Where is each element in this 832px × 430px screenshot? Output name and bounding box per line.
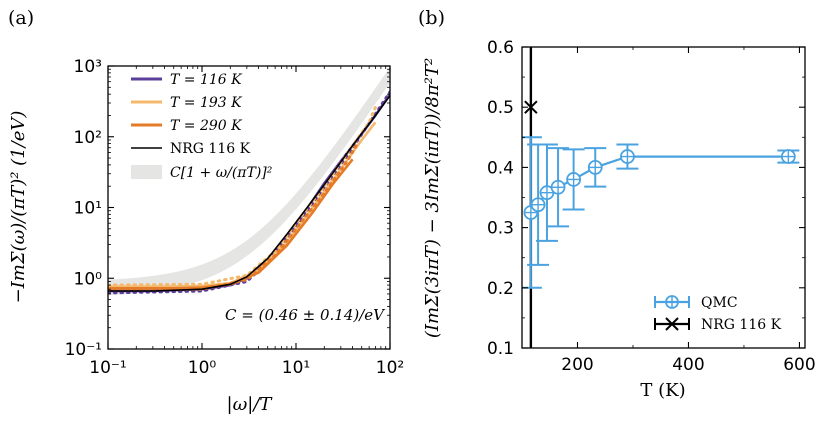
- panel-b-series-layer: [522, 47, 800, 348]
- legend-label-qmc: QMC: [701, 295, 738, 311]
- series-dotted-2: [108, 142, 359, 292]
- b-ytick-label: 0.6: [487, 38, 514, 58]
- b-ytick-label: 0.3: [487, 219, 514, 239]
- band-area: [108, 66, 390, 296]
- legend-label-nrg-b: NRG 116 K: [701, 317, 782, 333]
- a-ytick-label: 10³: [74, 57, 102, 77]
- panel-a-label: (a): [8, 7, 34, 29]
- legend-label-290k: T = 290 K: [170, 118, 243, 134]
- legend-swatch-nrg-b-cross2: [665, 317, 679, 331]
- b-xtick-label: 600: [783, 355, 815, 375]
- panel-a-annotation: C = (0.46 ± 0.14)/eV: [225, 306, 386, 324]
- panel-a-ticks: 10⁻¹ 10⁰ 10¹ 10² 10⁻¹ 10⁰ 10¹ 10² 10³: [65, 57, 405, 378]
- series-dotted-0: [108, 90, 390, 295]
- legend-label-193k: T = 193 K: [170, 95, 243, 111]
- legend-label-116k: T = 116 K: [170, 72, 243, 88]
- a-ytick-label: 10¹: [74, 199, 102, 219]
- a-ytick-label: 10²: [74, 128, 102, 148]
- a-xtick-label: 10⁻¹: [89, 358, 126, 378]
- panel-b-ylabel: (ImΣ(3iπT) − 3ImΣ(iπT))/8π²T²: [422, 58, 443, 338]
- panel-a-legend: T = 116 K T = 193 K T = 290 K NRG 116 K …: [131, 72, 273, 181]
- panel-b-xlabel: T (K): [640, 380, 685, 401]
- b-ytick-label: 0.1: [487, 339, 514, 359]
- series-line-2: [108, 158, 354, 290]
- panel-b-label: (b): [418, 7, 445, 29]
- panel-a-series-layer: [108, 90, 390, 295]
- panel-a-band-layer: [108, 66, 390, 296]
- b-ytick-label: 0.2: [487, 279, 514, 299]
- panel-a: 10⁻¹ 10⁰ 10¹ 10² 10⁻¹ 10⁰ 10¹ 10² 10³ |ω|/T −ImΣ…: [8, 57, 404, 415]
- b-xtick-label: 200: [561, 355, 593, 375]
- a-xtick-label: 10¹: [282, 358, 310, 378]
- b-xtick-label: 400: [672, 355, 704, 375]
- panel-b: 200 400 600 0.1 0.2 0.3 0.4 0.5 0.6 T (K) (ImΣ(3…: [422, 38, 816, 401]
- panel-a-ylabel: −ImΣ(ω)/(πT)² (1/eV): [8, 111, 29, 304]
- legend-swatch-band: [131, 165, 162, 179]
- legend-label-nrg: NRG 116 K: [170, 141, 251, 157]
- panel-a-xlabel: |ω|/T: [227, 394, 274, 415]
- panel-b-ticks: 200 400 600 0.1 0.2 0.3 0.4 0.5 0.6: [487, 38, 816, 375]
- b-ytick-label: 0.5: [487, 98, 514, 118]
- a-ytick-label: 10⁰: [74, 269, 103, 289]
- b-ytick-label: 0.4: [487, 158, 514, 178]
- a-xtick-label: 10²: [376, 358, 404, 378]
- legend-label-band: C[1 + ω/(πT)]²: [170, 165, 273, 181]
- a-ytick-label: 10⁻¹: [65, 340, 102, 360]
- series-line-3: [108, 95, 390, 292]
- a-xtick-label: 10⁰: [188, 358, 217, 378]
- nrg-point-cross-b: [524, 100, 538, 114]
- panel-b-legend: QMC NRG 116 K: [654, 295, 782, 333]
